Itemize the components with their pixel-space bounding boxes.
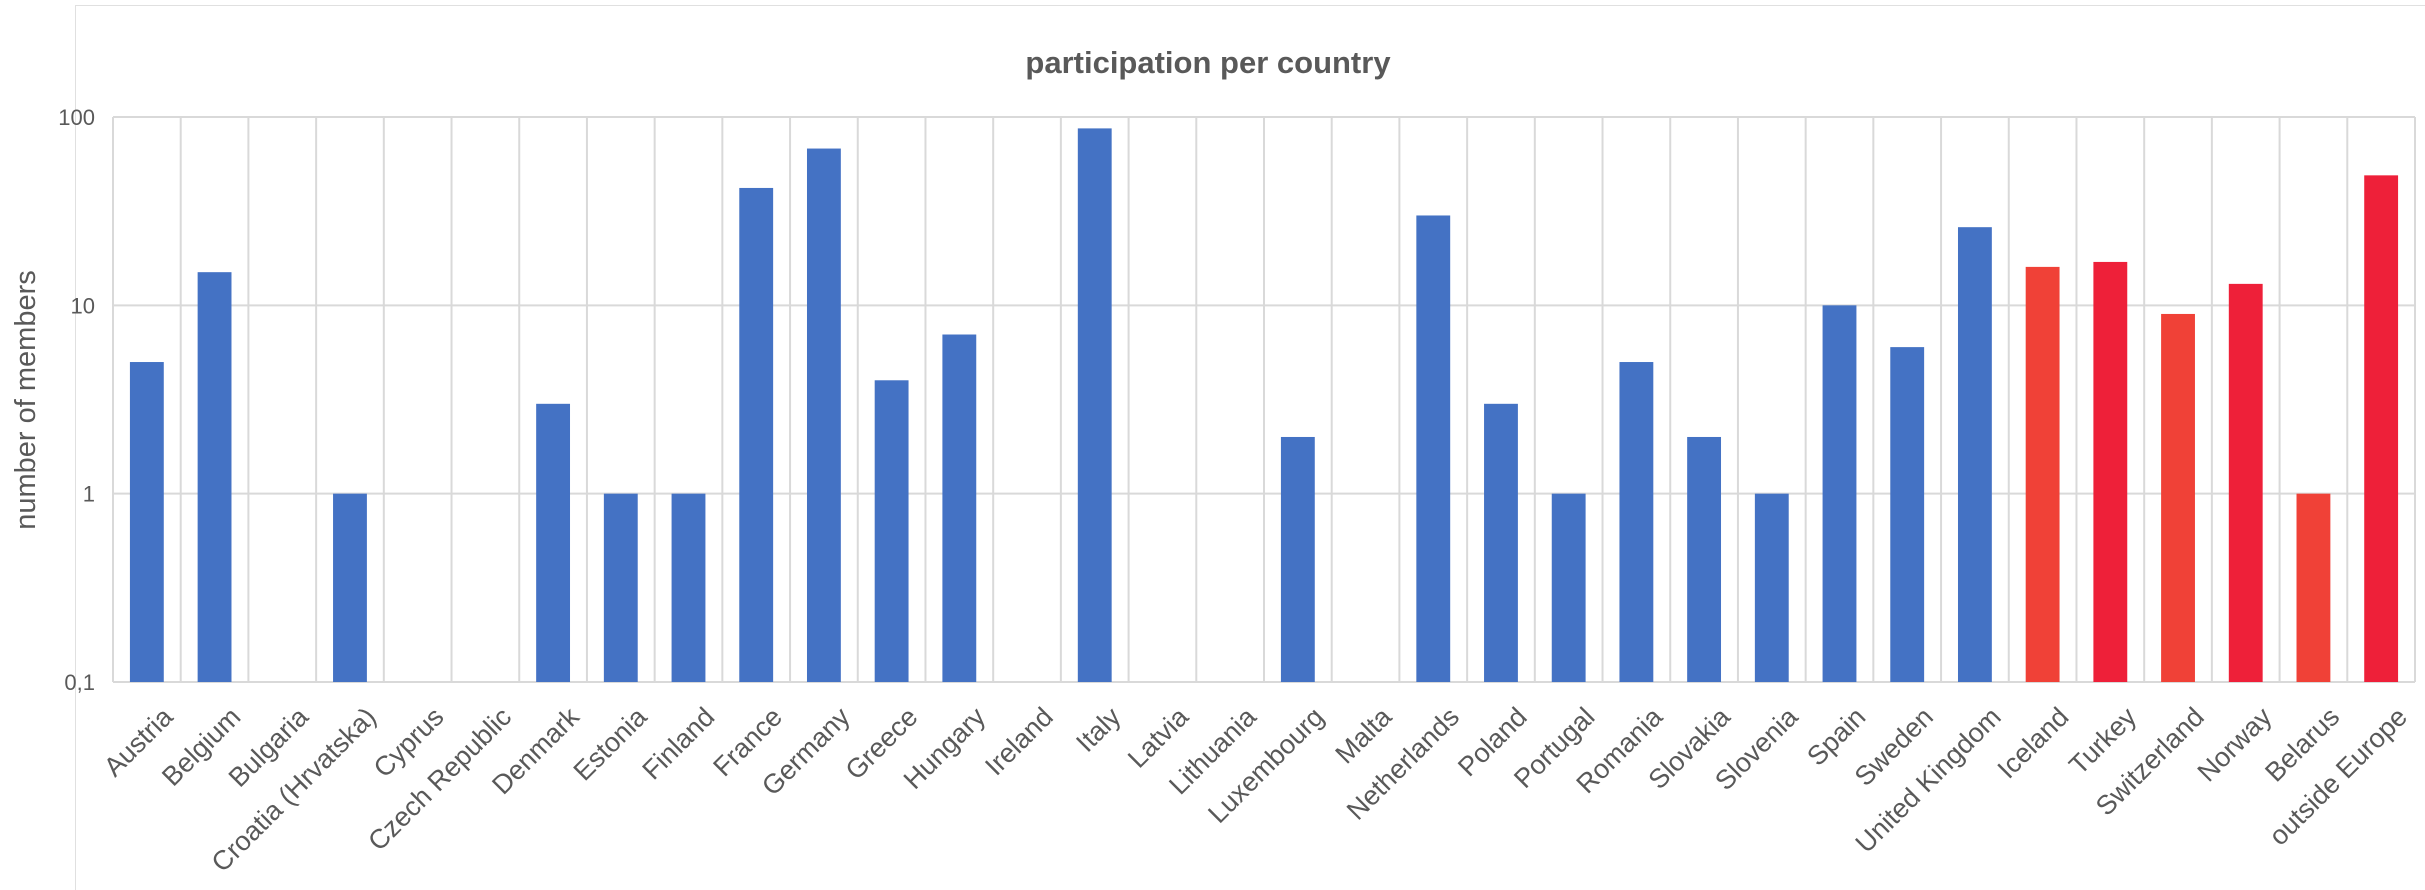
y-tick-labels: 0,1 1 10 100: [58, 105, 95, 695]
bar-spain: [1822, 305, 1857, 682]
bar-united-kingdom: [1957, 227, 1992, 682]
y-tick-label: 1: [83, 482, 95, 507]
bar-croatia-hrvatska-: [333, 493, 367, 682]
bar-greece: [874, 380, 909, 682]
grid: [112, 116, 2416, 683]
bar-netherlands: [1416, 215, 1451, 682]
bar-sweden: [1890, 347, 1925, 682]
bar-estonia: [603, 493, 638, 682]
bar-slovakia: [1687, 436, 1722, 682]
bar-outside-europe: [2364, 175, 2399, 682]
y-axis-label: number of members: [10, 270, 42, 530]
bar-norway: [2228, 283, 2263, 682]
x-tick-label: Iceland: [1992, 702, 2075, 785]
bar-finland: [671, 493, 706, 682]
bar-luxembourg: [1280, 436, 1315, 682]
bar-slovenia: [1754, 493, 1789, 682]
bar-switzerland: [2161, 313, 2195, 682]
bar-denmark: [536, 403, 571, 682]
bar-romania: [1619, 362, 1654, 682]
bar-belarus: [2296, 493, 2331, 682]
x-tick-label: Estonia: [568, 701, 654, 787]
bar-hungary: [942, 334, 977, 682]
chart-title: participation per country: [1025, 45, 1391, 80]
x-tick-label: Italy: [1070, 701, 1127, 758]
bar-turkey: [2093, 261, 2128, 682]
x-tick-label: Norway: [2192, 701, 2278, 787]
bar-poland: [1484, 403, 1518, 682]
bar-portugal: [1551, 493, 1586, 682]
bar-iceland: [2025, 266, 2060, 682]
bar-france: [739, 187, 774, 682]
x-tick-label: Ireland: [979, 702, 1059, 782]
chart-frame: [75, 5, 2425, 890]
y-tick-label: 10: [71, 293, 95, 318]
x-tick-label: Finland: [636, 702, 720, 786]
bars: [129, 128, 2399, 683]
y-tick-label: 100: [58, 105, 95, 130]
bar-belgium: [197, 272, 232, 682]
y-tick-label: 0,1: [64, 670, 95, 695]
bar-italy: [1077, 128, 1112, 683]
bar-austria: [129, 362, 164, 682]
bar-germany: [806, 148, 841, 682]
